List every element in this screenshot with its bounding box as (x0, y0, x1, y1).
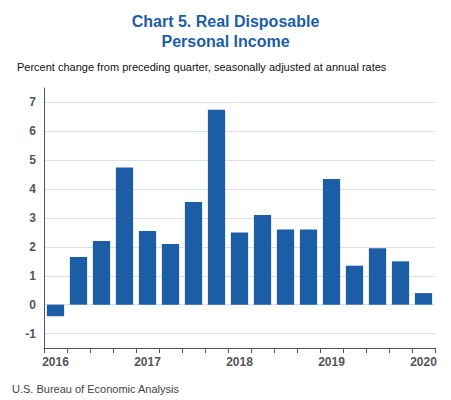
svg-text:2016: 2016 (42, 355, 69, 369)
svg-text:2: 2 (29, 240, 36, 254)
svg-text:0: 0 (29, 298, 36, 312)
svg-text:7: 7 (29, 95, 36, 109)
svg-text:2018: 2018 (226, 355, 253, 369)
svg-text:2017: 2017 (134, 355, 161, 369)
svg-text:1: 1 (29, 269, 36, 283)
svg-text:3: 3 (29, 211, 36, 225)
svg-text:6: 6 (29, 124, 36, 138)
svg-text:Personal Income: Personal Income (161, 33, 289, 50)
svg-text:2019: 2019 (318, 355, 345, 369)
svg-text:2020: 2020 (410, 355, 437, 369)
svg-text:Percent change from preceding: Percent change from preceding quarter, s… (17, 61, 387, 73)
svg-text:U.S. Bureau of Economic Analys: U.S. Bureau of Economic Analysis (12, 383, 179, 395)
svg-text:5: 5 (29, 153, 36, 167)
svg-text:Chart 5. Real Disposable: Chart 5. Real Disposable (132, 13, 320, 30)
svg-text:4: 4 (29, 182, 36, 196)
svg-text:-1: -1 (25, 327, 36, 341)
